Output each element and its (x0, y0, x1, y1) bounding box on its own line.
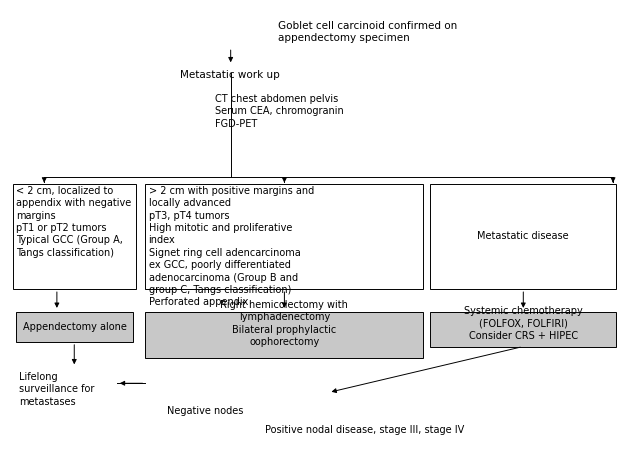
Text: Systemic chemotherapy
(FOLFOX, FOLFIRI)
Consider CRS + HIPEC: Systemic chemotherapy (FOLFOX, FOLFIRI) … (464, 306, 583, 341)
Text: CT chest abdomen pelvis
Serum CEA, chromogranin
FGD-PET: CT chest abdomen pelvis Serum CEA, chrom… (215, 94, 344, 129)
Text: Goblet cell carcinoid confirmed on
appendectomy specimen: Goblet cell carcinoid confirmed on appen… (278, 21, 458, 43)
Text: Lifelong
surveillance for
metastases: Lifelong surveillance for metastases (19, 372, 94, 407)
FancyBboxPatch shape (430, 184, 616, 289)
Text: > 2 cm with positive margins and
locally advanced
pT3, pT4 tumors
High mitotic a: > 2 cm with positive margins and locally… (149, 186, 313, 308)
FancyBboxPatch shape (145, 312, 423, 358)
Text: Metastatic work up: Metastatic work up (180, 70, 280, 80)
Text: Metastatic disease: Metastatic disease (478, 231, 569, 241)
Text: < 2 cm, localized to
appendix with negative
margins
pT1 or pT2 tumors
Typical GC: < 2 cm, localized to appendix with negat… (16, 186, 131, 258)
Text: Negative nodes: Negative nodes (167, 406, 244, 416)
FancyBboxPatch shape (430, 312, 616, 347)
Text: Positive nodal disease, stage III, stage IV: Positive nodal disease, stage III, stage… (265, 425, 465, 435)
FancyBboxPatch shape (13, 184, 136, 289)
Text: Right hemicolectomy with
lymphadenectomy
Bilateral prophylactic
oophorectomy: Right hemicolectomy with lymphadenectomy… (221, 300, 348, 347)
Text: Appendectomy alone: Appendectomy alone (23, 322, 126, 332)
FancyBboxPatch shape (16, 312, 133, 342)
FancyBboxPatch shape (145, 184, 423, 289)
